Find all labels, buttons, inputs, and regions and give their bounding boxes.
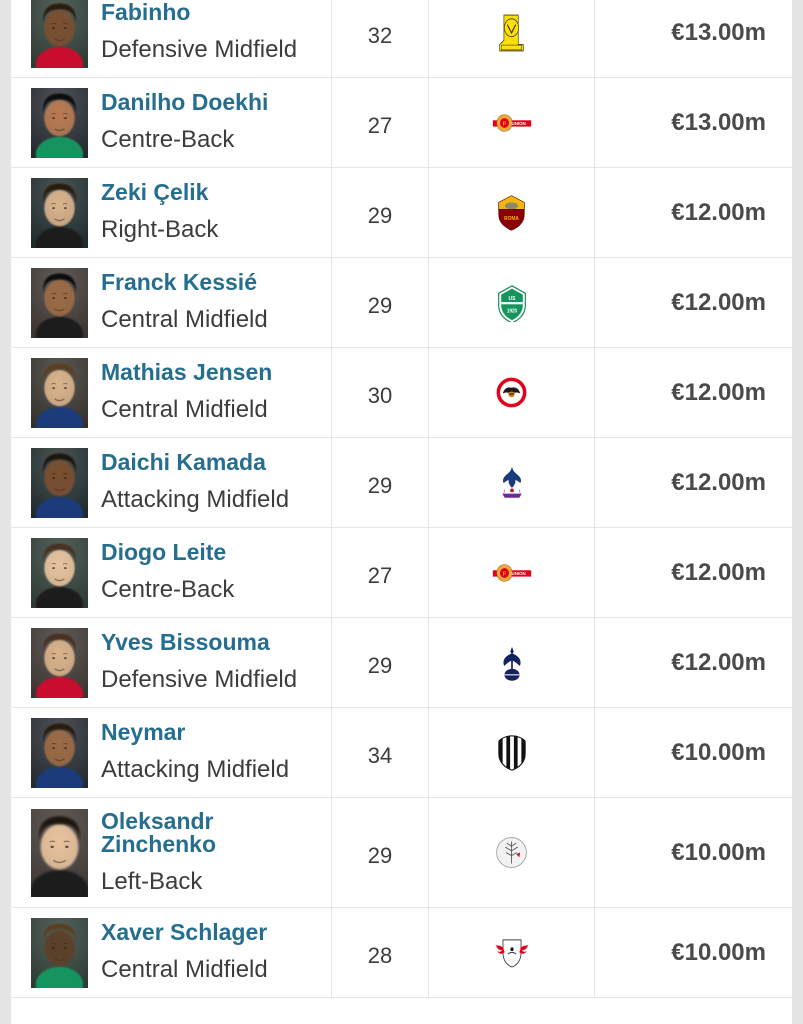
- svg-text:F: F: [502, 121, 506, 127]
- svg-text:UNION: UNION: [511, 570, 525, 575]
- svg-text:1920: 1920: [506, 308, 516, 314]
- svg-text:F: F: [502, 571, 506, 577]
- svg-text:US: US: [508, 295, 515, 301]
- svg-text:UNION: UNION: [511, 120, 525, 125]
- svg-text:ROMA: ROMA: [504, 216, 519, 222]
